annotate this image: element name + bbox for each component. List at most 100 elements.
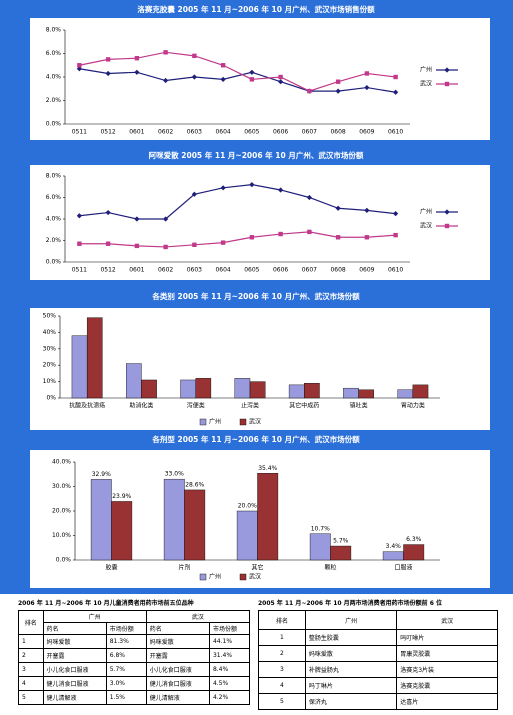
- x-tick-label: 0604: [215, 267, 230, 274]
- marker: [444, 81, 450, 87]
- table-row: 4 吗丁啉片 洛赛克胶囊: [258, 677, 498, 694]
- x-tick-label: 颗粒: [324, 564, 336, 572]
- y-tick-label: 10%: [43, 378, 57, 385]
- charts: 洛赛克胶囊 2005 年 11 月~2006 年 10 月广州、武汉市场销售份额…: [0, 0, 513, 594]
- table-cell: 3: [18, 662, 44, 677]
- x-tick-label: 0605: [244, 267, 259, 274]
- table-cell: 1: [18, 634, 44, 649]
- marker: [335, 79, 341, 84]
- table-cell: 8.4%: [208, 662, 251, 677]
- marker: [307, 88, 312, 94]
- subheader-cell: 药名: [42, 622, 107, 635]
- table-cell: 4: [18, 676, 44, 691]
- marker: [444, 209, 450, 215]
- marker: [364, 235, 370, 240]
- table-cell: 5: [258, 693, 306, 710]
- bar: [163, 478, 185, 561]
- table-row: 2 妈咪爱散 胃康灵胶囊: [258, 645, 498, 662]
- x-tick-label: 其它中成药: [289, 402, 319, 410]
- series-line: [79, 183, 396, 220]
- chart-title: 各剂型 2005 年 11 月~2006 年 10 月广州、武汉市场份额: [151, 434, 360, 444]
- series-line: [79, 68, 396, 93]
- value-label: 6.3%: [406, 536, 422, 543]
- table-cell: 2: [18, 648, 44, 663]
- table-cell: 健儿消食口服液: [145, 676, 210, 691]
- table-cell: 健儿消食口服液: [42, 676, 107, 691]
- legend-swatch: [239, 418, 247, 426]
- table: 排名 广州 武汉 1 整肠生胶囊 吗叮啉片 2 妈咪爱散 胃康灵胶囊 3 补脾益肠丸 洛赛克3片装 4 吗…: [258, 610, 498, 710]
- bar: [141, 379, 157, 399]
- marker: [220, 76, 226, 82]
- marker: [278, 231, 283, 237]
- legend-label: 武汉: [420, 80, 432, 88]
- x-tick-label: 助消化类: [129, 402, 153, 410]
- marker: [278, 79, 284, 85]
- table-cell: 补脾益肠丸: [304, 661, 398, 678]
- x-tick-label: 胶囊: [105, 564, 117, 572]
- value-label: 23.9%: [112, 493, 131, 500]
- table-right: 2005 年 11 月~2006 年 10 月两市场消费者用药市场份额前 6 位…: [258, 598, 498, 710]
- bar: [249, 381, 266, 399]
- table-row: 3 小儿化食口服液 5.7% 小儿化食口服液 8.4%: [18, 662, 251, 677]
- bar: [234, 378, 251, 399]
- table-cell: 小儿化食口服液: [145, 662, 210, 677]
- marker: [163, 77, 169, 84]
- table-cell: 整肠生胶囊: [304, 629, 398, 646]
- y-tick-label: 8.0%: [46, 173, 62, 180]
- table-cell: 健儿清解液: [145, 690, 210, 705]
- table-title: 2005 年 11 月~2006 年 10 月两市场消费者用药市场份额前 6 位: [258, 600, 443, 607]
- marker: [393, 232, 398, 238]
- marker: [105, 70, 111, 77]
- table-cell: 4.5%: [208, 676, 251, 691]
- y-tick-label: 20%: [43, 362, 57, 369]
- table-cell: 81.3%: [105, 634, 147, 649]
- bar: [397, 389, 414, 399]
- marker: [249, 69, 255, 75]
- marker: [220, 240, 226, 245]
- table-cell: 开塞露: [42, 648, 107, 663]
- marker: [220, 63, 226, 68]
- x-tick-label: 抗酸及抗溃疡: [69, 402, 105, 410]
- x-tick-label: 0603: [187, 129, 202, 136]
- table-cell: 4.2%: [208, 690, 251, 705]
- marker: [191, 191, 197, 197]
- marker: [278, 187, 284, 193]
- legend-label: 广州: [209, 573, 221, 581]
- marker: [278, 74, 283, 80]
- marker: [249, 77, 255, 82]
- x-tick-label: 胃动力类: [401, 402, 425, 410]
- y-tick-label: 2.0%: [46, 237, 62, 244]
- subheader-cell: 市场份额: [208, 622, 251, 635]
- marker: [393, 211, 399, 217]
- table-cell: 小儿化食口服液: [42, 662, 107, 677]
- bar: [358, 389, 374, 399]
- y-tick-label: 6.0%: [46, 194, 62, 201]
- bar: [403, 544, 425, 561]
- value-label: 10.7%: [311, 525, 330, 532]
- x-tick-label: 止泻类: [241, 402, 259, 410]
- chart-title: 各类别 2005 年 11 月~2006 年 10 月广州、武汉市场份额: [151, 291, 360, 301]
- x-tick-label: 0601: [129, 129, 144, 136]
- table-cell: 健儿清解液: [42, 690, 107, 705]
- header-cell: 广州: [42, 610, 147, 623]
- marker: [192, 242, 197, 247]
- y-tick-label: 2.0%: [46, 97, 62, 104]
- panel: [30, 165, 490, 280]
- bar: [304, 383, 320, 399]
- table-row: 3 补脾益肠丸 洛赛克3片装: [258, 661, 498, 678]
- panel: [30, 308, 490, 430]
- legend-label: 武汉: [249, 573, 261, 581]
- x-tick-label: 0605: [244, 129, 259, 136]
- legend-label: 武汉: [249, 418, 261, 426]
- table-cell: 胃康灵胶囊: [396, 645, 498, 662]
- y-tick-label: 30.0%: [52, 483, 71, 490]
- x-tick-label: 0601: [129, 267, 144, 274]
- header-cell: 武汉: [145, 610, 251, 623]
- table-cell: 3.0%: [105, 676, 147, 691]
- marker: [105, 241, 111, 246]
- legend-label: 武汉: [420, 222, 432, 230]
- bar: [195, 378, 212, 399]
- y-tick-label: 40.0%: [52, 459, 71, 466]
- table-cell: 2: [258, 645, 306, 662]
